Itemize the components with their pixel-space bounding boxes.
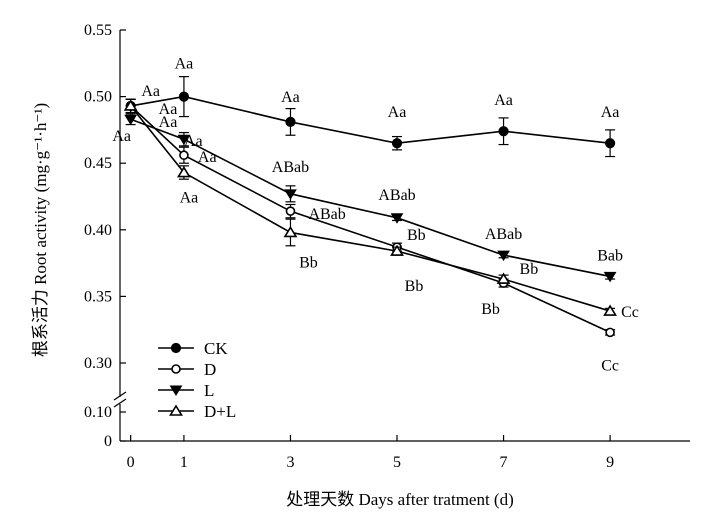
significance-label: Bb bbox=[520, 261, 539, 278]
point-marker-filled-circle bbox=[391, 138, 403, 149]
significance-label: Aa bbox=[175, 56, 194, 73]
significance-label: ABab bbox=[485, 226, 522, 243]
significance-label: Aa bbox=[494, 92, 513, 109]
y-tick-label: 0.55 bbox=[84, 22, 112, 39]
significance-label: ABab bbox=[378, 187, 415, 204]
y-tick-label: 0.50 bbox=[84, 89, 112, 106]
point-marker-filled-triangle bbox=[169, 385, 183, 396]
legend-label: D+L bbox=[204, 402, 236, 421]
axis-break-mark-1 bbox=[113, 391, 127, 401]
point-marker-open-triangle bbox=[283, 225, 298, 238]
point-marker-filled-circle bbox=[170, 342, 182, 354]
series-ck bbox=[125, 76, 616, 158]
point-marker-filled-triangle bbox=[177, 134, 191, 146]
x-tick-label: 7 bbox=[500, 454, 508, 471]
significance-label: Aa bbox=[141, 83, 160, 100]
y-tick-label: 0.45 bbox=[84, 155, 112, 172]
point-marker-filled-circle bbox=[498, 126, 509, 137]
x-ticks: 0 1 3 5 7 9 bbox=[127, 435, 614, 471]
legend-item: D bbox=[158, 360, 216, 379]
x-axis-title: 处理天数 Days after tratment (d) bbox=[286, 490, 514, 509]
point-marker-filled-triangle bbox=[390, 213, 404, 224]
significance-labels: AaAaAaAaAaAaAaAaABabBbBbCcAaAaABabABabAB… bbox=[112, 56, 639, 375]
point-marker-filled-circle bbox=[604, 138, 616, 149]
point-marker-open-triangle bbox=[123, 99, 138, 111]
point-marker-open-circle bbox=[179, 150, 189, 161]
point-marker-filled-triangle bbox=[284, 189, 297, 200]
significance-label: Cc bbox=[621, 304, 639, 321]
y-tick-label: 0 bbox=[104, 433, 112, 450]
x-tick-label: 1 bbox=[180, 454, 188, 471]
significance-label: Bb bbox=[299, 254, 318, 271]
legend: CK DL D+L bbox=[158, 339, 236, 421]
x-tick-label: 9 bbox=[606, 454, 614, 471]
legend-item: CK bbox=[158, 339, 228, 358]
x-tick-label: 5 bbox=[393, 454, 401, 471]
legend-item: L bbox=[158, 381, 214, 400]
significance-label: Aa bbox=[388, 104, 407, 121]
y-axis-title: 根系活力 Root activity (mg·g⁻¹·h⁻¹) bbox=[31, 103, 50, 357]
series-layer bbox=[123, 76, 618, 338]
significance-label: Cc bbox=[601, 357, 619, 374]
point-marker-filled-circle bbox=[285, 116, 296, 128]
series-line bbox=[130, 105, 611, 312]
point-marker-open-circle bbox=[605, 327, 615, 338]
y-tick-label: 0.40 bbox=[84, 222, 112, 239]
series-l bbox=[124, 113, 617, 283]
significance-label: Aa bbox=[180, 190, 199, 207]
x-tick-label: 0 bbox=[127, 454, 135, 471]
point-marker-filled-triangle bbox=[497, 250, 510, 262]
series-line bbox=[130, 118, 611, 278]
legend-label: CK bbox=[204, 339, 228, 358]
significance-label: ABab bbox=[272, 159, 309, 176]
legend-label: D bbox=[204, 360, 216, 379]
point-marker-filled-circle bbox=[178, 91, 190, 102]
point-marker-filled-triangle bbox=[124, 114, 138, 126]
axis-break-mark-2 bbox=[113, 398, 127, 408]
series-line bbox=[130, 105, 611, 334]
significance-label: Bab bbox=[597, 247, 623, 264]
y-tick-label: 0.10 bbox=[84, 404, 112, 421]
point-marker-open-triangle bbox=[169, 404, 183, 416]
point-marker-open-circle bbox=[285, 206, 296, 216]
series-d-l bbox=[123, 98, 618, 316]
point-marker-open-triangle bbox=[603, 304, 618, 316]
y-ticks-lower: 00.10 bbox=[84, 404, 126, 450]
significance-label: Bb bbox=[407, 227, 426, 244]
point-marker-open-triangle bbox=[390, 244, 404, 256]
significance-label: Aa bbox=[159, 101, 178, 118]
significance-label: Aa bbox=[198, 149, 217, 166]
point-marker-open-triangle bbox=[496, 272, 511, 284]
y-ticks-upper: 0.30 0.35 0.40 0.45 0.50 0.55 bbox=[84, 22, 126, 372]
point-marker-open-circle bbox=[171, 364, 181, 374]
significance-label: ABab bbox=[308, 206, 345, 223]
legend-item: D+L bbox=[158, 402, 236, 421]
point-marker-filled-triangle bbox=[603, 271, 617, 283]
y-tick-label: 0.35 bbox=[84, 288, 112, 305]
significance-label: Bb bbox=[405, 278, 424, 295]
y-tick-label: 0.30 bbox=[84, 355, 112, 372]
x-tick-label: 3 bbox=[286, 454, 294, 471]
significance-label: Aa bbox=[184, 133, 203, 150]
significance-label: Aa bbox=[281, 89, 300, 106]
axes bbox=[113, 30, 690, 442]
significance-label: Aa bbox=[159, 114, 178, 131]
significance-label: Aa bbox=[601, 104, 620, 121]
significance-label: Aa bbox=[112, 128, 131, 145]
legend-label: L bbox=[204, 381, 214, 400]
series-line bbox=[130, 95, 611, 145]
point-marker-open-triangle bbox=[176, 165, 191, 178]
significance-label: Bb bbox=[481, 301, 500, 318]
